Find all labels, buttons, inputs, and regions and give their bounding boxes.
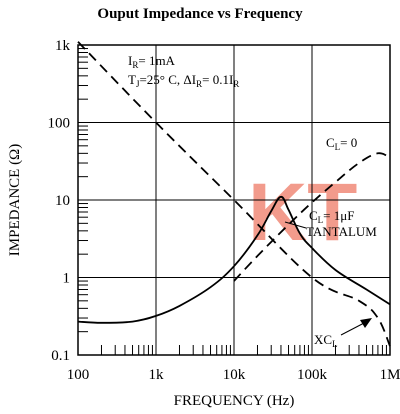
y-tick-label: 0.1 [51, 348, 70, 364]
y-axis-label: IMPEDANCE (Ω) [7, 144, 23, 256]
tick-labels: 100 1k 10k 100k 1M 0.1 1 10 100 1k [48, 38, 400, 383]
y-tick-label: 1 [63, 271, 71, 287]
curves [77, 41, 391, 347]
leader-xcl [340, 321, 367, 336]
x-tick-label: 100 [67, 367, 90, 383]
x-tick-label: 100k [297, 367, 328, 383]
x-tick-label: 10k [223, 367, 246, 383]
annotation-xcl: XCL [314, 332, 338, 349]
x-tick-label: 1M [380, 367, 400, 383]
leader-cl1 [284, 221, 307, 229]
annotation-tantalum: TANTALUM [306, 224, 377, 239]
x-axis-label: FREQUENCY (Hz) [174, 393, 295, 409]
annotation-cl-zero: CL= 0 [326, 135, 357, 152]
chart-title: Ouput Impedance vs Frequency [97, 6, 303, 22]
y-tick-label: 10 [55, 193, 70, 209]
watermark: KT [248, 167, 357, 258]
plot-frame [77, 44, 391, 356]
y-tick-label: 1k [55, 38, 71, 54]
condition-tj: TJ=25° C, ΔIR= 0.1IR [128, 72, 239, 89]
annotation-cl-1uf: CL= 1μF [309, 208, 354, 225]
cl-zero-curve [233, 152, 391, 282]
x-tick-label: 1k [149, 367, 165, 383]
leader-xcl-arrowhead [360, 318, 372, 328]
y-tick-label: 100 [48, 116, 71, 132]
condition-ir: IR= 1mA [128, 53, 176, 70]
cl-1uf-curve [77, 195, 391, 324]
minor-ticks [78, 48, 387, 355]
xcl-curve [77, 41, 391, 347]
